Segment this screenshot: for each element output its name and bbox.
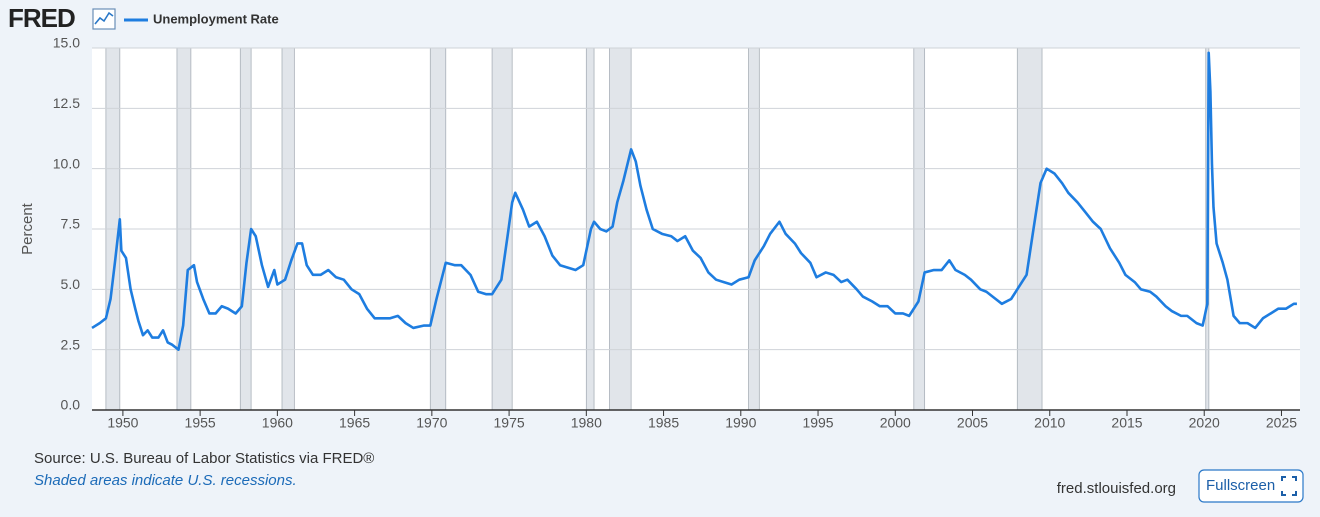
note: Shaded areas indicate U.S. recessions. bbox=[34, 472, 297, 489]
x-tick-label: 2000 bbox=[880, 415, 911, 431]
logo: FRED bbox=[8, 3, 75, 33]
button-frame[interactable] bbox=[1198, 469, 1304, 503]
x-tick-label: 2020 bbox=[1189, 415, 1220, 431]
x-tick-label: 1980 bbox=[571, 415, 602, 431]
y-tick-label: 7.5 bbox=[61, 216, 81, 232]
y-tick-label: 15.0 bbox=[53, 35, 80, 51]
x-tick-label: 2010 bbox=[1034, 415, 1065, 431]
x-tick-label: 1995 bbox=[802, 415, 833, 431]
y-tick-label: 0.0 bbox=[61, 397, 81, 413]
x-tick-label: 1970 bbox=[416, 415, 447, 431]
y-tick-label: 5.0 bbox=[61, 276, 81, 292]
series-line bbox=[91, 51, 1297, 351]
x-tick-label: 2015 bbox=[1111, 415, 1142, 431]
button-label[interactable]: Fullscreen bbox=[1206, 477, 1275, 494]
y-tick-label: 2.5 bbox=[61, 336, 81, 352]
source: Source: U.S. Bureau of Labor Statistics … bbox=[34, 450, 374, 467]
logo-icon bbox=[92, 8, 116, 30]
button-icon[interactable] bbox=[1281, 476, 1297, 496]
x-tick-label: 1965 bbox=[339, 415, 370, 431]
grid: 0.0 2.5 5.0 7.5 10.0 12.5 15.0 1950 1955 1960 1965… bbox=[53, 35, 1300, 431]
x-tick-label: 1985 bbox=[648, 415, 679, 431]
x-tick-label: 1975 bbox=[494, 415, 525, 431]
fullscreen-button[interactable]: Fullscreen bbox=[1198, 469, 1304, 503]
y-tick-label: 12.5 bbox=[53, 95, 80, 111]
y-axis-label: Percent bbox=[19, 202, 36, 255]
x-tick-label: 2005 bbox=[957, 415, 988, 431]
legend-label: Unemployment Rate bbox=[153, 11, 279, 26]
x-tick-label: 1990 bbox=[725, 415, 756, 431]
source-url: fred.stlouisfed.org bbox=[1057, 480, 1176, 497]
x-tick-label: 1955 bbox=[185, 415, 216, 431]
y-tick-label: 10.0 bbox=[53, 155, 80, 171]
x-tick-label: 1960 bbox=[262, 415, 293, 431]
x-tick-label: 1950 bbox=[107, 415, 138, 431]
x-tick-label: 2025 bbox=[1266, 415, 1297, 431]
